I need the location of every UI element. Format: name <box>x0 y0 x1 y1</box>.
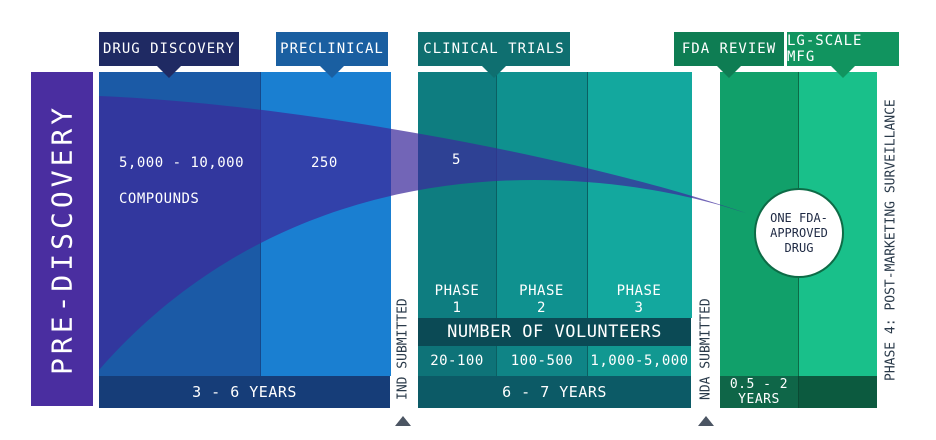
funnel-shape <box>99 96 760 370</box>
phase4-text: PHASE 4: POST-MARKETING SURVEILLANCE <box>883 99 899 381</box>
volunteers-header: NUMBER OF VOLUNTEERS <box>418 318 691 346</box>
phase-3-label: PHASE 3 <box>587 282 691 318</box>
clinical-duration-label: 6 - 7 YEARS <box>502 383 607 401</box>
volunteers-header-label: NUMBER OF VOLUNTEERS <box>447 322 662 342</box>
phase-1-label: PHASE 1 <box>418 282 496 318</box>
phase-2-number: 2 <box>537 300 546 316</box>
fda-duration-bar <box>720 376 798 408</box>
nda-marker-icon <box>698 416 714 426</box>
phase-3-volunteers: 1,000-5,000 <box>587 346 691 376</box>
clinical-count: 5 <box>452 152 461 168</box>
phase4-label: PHASE 4: POST-MARKETING SURVEILLANCE <box>880 72 902 408</box>
phase-2-volunteers-value: 100-500 <box>510 353 574 369</box>
preclinical-count: 250 <box>311 155 338 171</box>
clinical-duration-bar: 6 - 7 YEARS <box>418 376 691 408</box>
phase-2-label: PHASE 2 <box>496 282 587 318</box>
tag-lg-scale-mfg-label: LG-SCALE MFG <box>787 33 863 65</box>
phase-1-number: 1 <box>452 300 462 316</box>
tag-fda-review: FDA REVIEW <box>674 32 784 66</box>
tag-drug-discovery-label: DRUG DISCOVERY <box>102 41 235 57</box>
nda-submitted-label: NDA SUBMITTED <box>696 290 716 408</box>
phase-2-volunteers: 100-500 <box>496 346 587 376</box>
fda-duration-line1: 0.5 - 2 <box>729 377 789 392</box>
tag-lg-scale-mfg: LG-SCALE MFG <box>787 32 899 66</box>
phase-1-volunteers-value: 20-100 <box>430 353 484 369</box>
tag-preclinical: PRECLINICAL <box>276 32 388 66</box>
fda-duration-line2: YEARS <box>738 392 780 407</box>
result-line3: DRUG <box>784 240 814 255</box>
phase-3-word: PHASE <box>616 283 662 299</box>
phase-1-word: PHASE <box>434 283 480 299</box>
phase-3-volunteers-value: 1,000-5,000 <box>590 353 689 369</box>
discovery-duration-bar: 3 - 6 YEARS <box>99 376 390 408</box>
discovery-count: 5,000 - 10,000 <box>119 155 245 171</box>
fda-duration-label: 0.5 - 2 YEARS <box>720 376 798 408</box>
result-line2: APPROVED <box>770 225 828 240</box>
ind-submitted-text: IND SUBMITTED <box>395 298 411 400</box>
tag-clinical-trials-label: CLINICAL TRIALS <box>423 41 565 57</box>
ind-marker-icon <box>395 416 411 426</box>
phase-2-panel <box>496 72 588 318</box>
tag-clinical-trials: CLINICAL TRIALS <box>418 32 570 66</box>
ind-submitted-label: IND SUBMITTED <box>393 290 413 408</box>
tag-preclinical-label: PRECLINICAL <box>280 41 384 57</box>
discovery-unit: COMPOUNDS <box>119 191 200 207</box>
phase-3-panel <box>587 72 692 318</box>
phase-3-number: 3 <box>634 300 644 316</box>
approved-drug-circle: ONE FDA- APPROVED DRUG <box>754 188 844 278</box>
mfg-duration-bar <box>798 376 877 408</box>
phase-1-volunteers: 20-100 <box>418 346 496 376</box>
nda-submitted-text: NDA SUBMITTED <box>698 298 714 400</box>
phase-2-word: PHASE <box>519 283 564 299</box>
tag-fda-review-label: FDA REVIEW <box>681 41 777 57</box>
phase-1-panel <box>418 72 496 318</box>
discovery-duration-label: 3 - 6 YEARS <box>192 383 297 401</box>
tag-drug-discovery: DRUG DISCOVERY <box>99 32 239 66</box>
result-line1: ONE FDA- <box>770 210 828 225</box>
